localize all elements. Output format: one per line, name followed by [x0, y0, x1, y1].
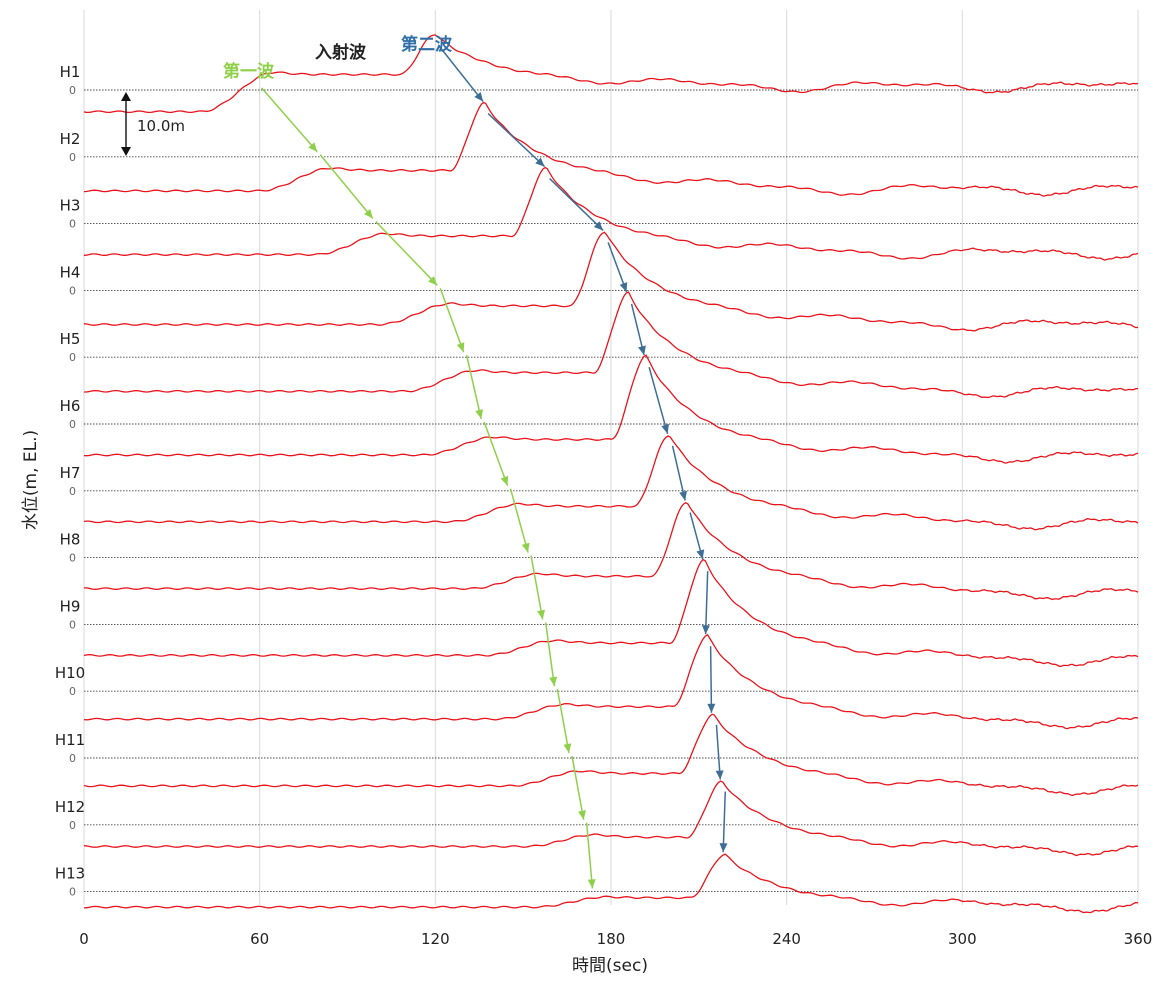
second-wave-arrow — [701, 571, 710, 635]
second-wave-arrow — [719, 791, 728, 853]
first-wave-arrow — [509, 488, 530, 553]
scale-bar-label: 10.0m — [137, 117, 185, 135]
zero-tick-label: 0 — [69, 418, 76, 431]
water-level-trace — [83, 558, 1139, 667]
water-level-trace — [83, 101, 1139, 197]
water-level-trace — [83, 354, 1139, 464]
scale-bar-arrow-top — [121, 92, 131, 101]
x-tick-label: 180 — [597, 930, 626, 948]
grid: 0 0 0 0 0 0 0 0 0 0 0 0 0 — [69, 10, 1139, 905]
gauge-label: H4 — [60, 263, 81, 281]
zero-tick-label: 0 — [69, 84, 76, 97]
first-wave-arrow — [585, 822, 596, 889]
water-level-trace — [84, 853, 1139, 914]
zero-tick-label: 0 — [69, 552, 76, 565]
x-axis: 0 60 120 180 240 300 360 — [79, 930, 1152, 948]
second-wave-arrow — [648, 367, 670, 434]
x-tick-label: 0 — [79, 930, 89, 948]
second-wave-arrow — [607, 242, 628, 293]
second-wave-arrow — [707, 646, 716, 713]
second-wave-arrow — [437, 44, 484, 103]
zero-tick-label: 0 — [69, 351, 76, 364]
water-level-trace — [83, 231, 1139, 332]
water-level-trace — [83, 34, 1139, 114]
water-level-trace — [84, 501, 1139, 601]
zero-tick-label: 0 — [69, 685, 76, 698]
incident-wave-label: 入射波 — [315, 42, 367, 63]
gauge-label: H6 — [60, 397, 81, 415]
zero-tick-label: 0 — [69, 485, 76, 498]
x-tick-label: 300 — [948, 930, 977, 948]
first-wave-arrow — [483, 421, 509, 486]
first-wave-arrow — [375, 221, 438, 286]
zero-tick-label: 0 — [69, 284, 76, 297]
second-wave-arrow — [689, 512, 705, 560]
gauge-label: H10 — [55, 664, 85, 682]
second-wave-arrow — [549, 178, 604, 231]
gauge-label: H1 — [60, 63, 81, 81]
y-axis-title: 水位(m, EL.) — [21, 430, 41, 530]
first-wave-arrow — [261, 87, 318, 153]
water-level-trace — [83, 633, 1139, 730]
x-tick-label: 240 — [772, 930, 801, 948]
second-wave-arrow — [715, 724, 724, 780]
first-wave-arrow — [319, 154, 374, 220]
water-level-trace — [84, 291, 1138, 399]
gauge-label: H9 — [60, 597, 81, 615]
first-wave-arrow — [571, 755, 586, 820]
water-level-trace — [83, 435, 1139, 531]
first-wave-label: 第一波 — [223, 61, 275, 82]
gauge-label: H7 — [60, 464, 81, 482]
second-wave-arrow — [487, 113, 546, 168]
zero-tick-label: 0 — [69, 819, 76, 832]
scale-bar: 10.0m — [121, 92, 185, 156]
gauge-label: H3 — [60, 197, 81, 215]
first-wave-arrow — [465, 354, 484, 420]
zero-tick-label: 0 — [69, 618, 76, 631]
second-wave-label: 第二波 — [401, 34, 453, 55]
gauge-label: H12 — [55, 798, 85, 816]
x-tick-label: 120 — [421, 930, 450, 948]
water-level-trace — [83, 713, 1139, 797]
water-level-trace — [83, 166, 1139, 261]
x-tick-label: 60 — [250, 930, 269, 948]
gauge-label: H13 — [55, 865, 85, 883]
x-axis-title: 時間(sec) — [572, 956, 648, 976]
zero-tick-label: 0 — [69, 752, 76, 765]
gauge-label: H11 — [55, 731, 85, 749]
gauge-label: H5 — [60, 330, 81, 348]
first-wave-arrow — [439, 288, 465, 353]
wave-arrows — [261, 44, 728, 889]
first-wave-arrow — [530, 555, 545, 620]
zero-tick-label: 0 — [69, 151, 76, 164]
traces: H1 H2 H3 H4 H5 H6 H7 H8 H9 H10 H11 H12 H13 — [55, 34, 1139, 914]
x-tick-label: 360 — [1124, 930, 1153, 948]
zero-tick-label: 0 — [69, 886, 76, 899]
gauge-label: H2 — [60, 130, 81, 148]
first-wave-arrow — [544, 622, 558, 687]
water-level-trace — [84, 780, 1139, 857]
first-wave-arrow — [556, 689, 572, 754]
gauge-label: H8 — [60, 531, 81, 549]
zero-tick-label: 0 — [69, 218, 76, 231]
second-wave-arrow — [671, 445, 688, 501]
scale-bar-arrow-bottom — [121, 147, 131, 156]
second-wave-arrow — [630, 303, 646, 356]
